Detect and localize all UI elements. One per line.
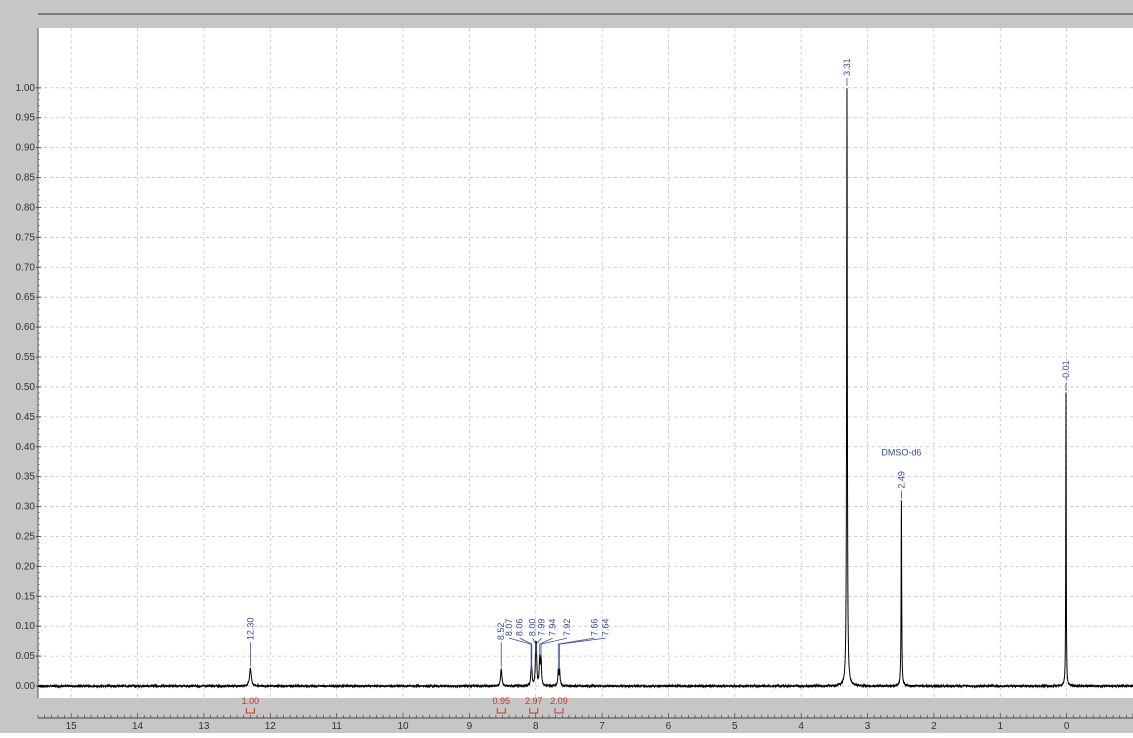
integral-value: 2.09 [550,696,568,706]
y-tick-label: 0.05 [16,651,36,662]
integral-bracket [496,708,506,714]
y-tick-label: 0.30 [16,502,36,513]
peak-label: 7.64 [601,619,611,637]
peak-label: 8.06 [515,619,525,637]
y-axis: 0.00 0.05 0.10 0.15 0.20 0.25 0.30 0.35 0.40 0.45… [16,28,41,698]
y-tick-label: 0.15 [16,591,36,602]
y-tick-label: 0.10 [16,621,36,632]
peak-leader-line [535,637,542,655]
grid-lines [38,13,1133,698]
y-tick-label: 0.55 [16,352,36,363]
x-tick-label: 5 [732,721,738,732]
peak-labels: 12.30 8.528.07 8.06 8.007.99 7.94 7.92 7.66 7.6… [245,58,1071,673]
y-tick-label: 0.85 [16,173,36,184]
integrals: 1.00 0.95 2.97 2.09 [242,696,568,714]
integral-value: 1.00 [242,696,260,706]
peak-label: 8.07 [504,619,514,637]
y-tick-label: 0.45 [16,412,36,423]
integral-bracket [245,708,255,714]
x-tick-label: 1 [997,721,1003,732]
y-tick-label: 0.20 [16,561,36,572]
peak-label: 7.66 [589,619,599,637]
y-tick-label: 1.00 [16,83,36,94]
x-tick-label: 4 [798,721,804,732]
y-tick-label: 0.35 [16,472,36,483]
integral-value: 2.97 [525,696,543,706]
peak-leader-line [532,637,537,655]
x-tick-label: 11 [331,721,342,732]
y-tick-label: 0.60 [16,322,36,333]
peak-label: 8.00 [528,619,538,637]
y-tick-label: 0.80 [16,202,36,213]
x-tick-label: 2 [931,721,937,732]
peak-label: 7.94 [548,619,558,637]
peak-label: 7.92 [562,619,572,637]
peak-leader-line [519,637,533,671]
x-tick-label: 10 [397,721,409,732]
y-tick-label: 0.70 [16,262,36,273]
peak-label: -0.01 [1061,360,1071,381]
y-tick-label: 0.00 [16,681,36,692]
y-tick-label: 0.25 [16,531,36,542]
x-tick-label: 7 [599,721,605,732]
peak-label: 3.31 [842,58,852,76]
x-tick-label: 8 [533,721,539,732]
x-tick-label: 12 [265,721,277,732]
y-tick-label: 0.50 [16,382,36,393]
peak-label: 2.49 [896,471,906,489]
integral-bracket [529,708,539,714]
plot-area [38,28,1133,698]
x-tick-label: 15 [66,721,78,732]
peak-leader-line [539,637,553,658]
y-tick-label: 0.95 [16,113,36,124]
x-tick-label: 14 [132,721,144,732]
spectrum-trace [37,88,1133,689]
peak-leader-line [559,637,606,670]
peak-label: 7.99 [536,619,546,637]
peak-label: 12.30 [245,618,255,641]
x-axis: 15 14 13 12 11 10 9 8 7 6 5 4 3 2 1 0 [37,713,1133,732]
peak-label: 8.52 [496,623,506,641]
annotations: DMSO-d6 [881,448,921,458]
x-tick-label: 3 [865,721,871,732]
peak-leader-line [557,637,595,670]
x-tick-label: 13 [198,721,210,732]
y-tick-label: 0.90 [16,143,36,154]
solvent-annotation: DMSO-d6 [881,448,921,458]
integral-value: 0.95 [492,696,510,706]
integral-bracket [554,708,564,714]
x-tick-label: 6 [666,721,672,732]
x-tick-label: 9 [467,721,473,732]
x-tick-label: 0 [1064,721,1070,732]
peak-leader-line [540,637,568,658]
y-tick-label: 0.65 [16,292,36,303]
y-tick-label: 0.40 [16,442,36,453]
y-tick-label: 0.75 [16,232,36,243]
